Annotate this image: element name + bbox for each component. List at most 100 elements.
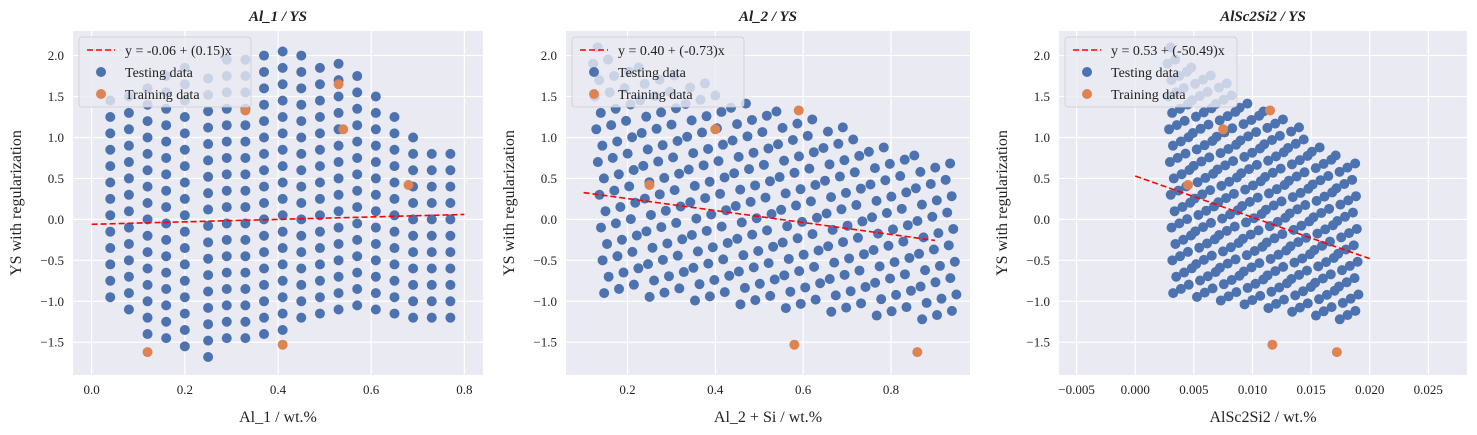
testing-point xyxy=(651,123,662,134)
testing-point xyxy=(370,288,381,299)
testing-point xyxy=(602,238,613,249)
testing-point xyxy=(860,281,871,292)
testing-point xyxy=(259,148,270,159)
testing-point xyxy=(1179,267,1190,278)
testing-point xyxy=(1166,222,1177,233)
y-axis-label: YS with regularization xyxy=(501,130,518,276)
testing-point xyxy=(333,189,344,200)
testing-point xyxy=(203,220,214,231)
testing-point xyxy=(876,294,887,305)
testing-point xyxy=(1348,240,1359,251)
legend-testing-marker xyxy=(96,67,106,77)
testing-point xyxy=(296,181,307,192)
testing-point xyxy=(1175,283,1186,294)
testing-point xyxy=(1318,306,1329,317)
testing-point xyxy=(277,275,288,286)
testing-point xyxy=(240,267,251,278)
legend-fit-label: y = 0.40 + (-0.73)x xyxy=(618,44,725,59)
testing-point xyxy=(1342,162,1353,173)
testing-point xyxy=(203,253,214,264)
testing-point xyxy=(1301,265,1312,276)
testing-point xyxy=(445,279,456,290)
testing-point xyxy=(277,128,288,139)
testing-point xyxy=(934,260,945,271)
testing-point xyxy=(1314,294,1325,305)
testing-point xyxy=(1295,187,1306,198)
testing-point xyxy=(1236,168,1247,179)
testing-point xyxy=(161,136,172,147)
testing-point xyxy=(277,193,288,204)
testing-point xyxy=(333,157,344,168)
testing-point xyxy=(179,308,190,319)
testing-point xyxy=(925,178,936,189)
testing-point xyxy=(221,120,232,131)
testing-point xyxy=(1168,288,1179,299)
testing-point xyxy=(221,202,232,213)
testing-point xyxy=(352,87,363,98)
testing-point xyxy=(333,107,344,118)
testing-point xyxy=(123,206,134,217)
testing-point xyxy=(628,279,639,290)
testing-point xyxy=(1241,217,1251,228)
testing-point xyxy=(795,298,806,309)
legend-testing-marker xyxy=(1082,67,1092,77)
testing-point xyxy=(1244,164,1255,175)
testing-point xyxy=(1239,299,1250,310)
testing-point xyxy=(826,192,837,203)
testing-point xyxy=(1224,176,1235,187)
testing-point xyxy=(840,187,851,198)
testing-point xyxy=(389,161,400,172)
testing-point xyxy=(1267,135,1278,146)
testing-point xyxy=(822,126,833,137)
testing-point xyxy=(596,222,607,233)
testing-point xyxy=(1286,274,1297,285)
testing-point xyxy=(769,274,780,285)
testing-point xyxy=(886,306,897,317)
testing-point xyxy=(1341,277,1352,288)
testing-point xyxy=(735,184,746,195)
data-layer xyxy=(1134,42,1370,358)
testing-point xyxy=(706,209,717,220)
x-tick-label: 0.6 xyxy=(363,382,380,397)
testing-point xyxy=(161,152,172,163)
legend: y = -0.06 + (0.15)x Testing data Training … xyxy=(78,36,252,108)
testing-point xyxy=(1182,214,1193,225)
testing-point xyxy=(296,230,307,241)
testing-point xyxy=(389,275,400,286)
testing-point xyxy=(408,247,419,258)
testing-point xyxy=(1183,279,1194,290)
testing-point xyxy=(105,292,116,303)
testing-point xyxy=(389,292,400,303)
testing-point xyxy=(161,218,172,229)
x-tick-label: 0.010 xyxy=(1238,382,1267,397)
testing-point xyxy=(794,266,805,277)
testing-point xyxy=(1284,208,1295,219)
testing-point xyxy=(1251,127,1262,138)
testing-point xyxy=(1165,189,1176,200)
testing-point xyxy=(1262,270,1273,281)
testing-point xyxy=(142,148,153,159)
testing-point xyxy=(1336,232,1347,243)
testing-point xyxy=(787,135,798,146)
testing-point xyxy=(1331,183,1342,194)
testing-point xyxy=(870,277,881,288)
testing-point xyxy=(240,234,251,245)
testing-point xyxy=(1313,261,1324,272)
testing-point xyxy=(142,296,153,307)
testing-point xyxy=(1221,225,1232,236)
testing-point xyxy=(408,230,419,241)
testing-point xyxy=(657,140,668,151)
testing-point xyxy=(622,148,633,159)
testing-point xyxy=(666,119,677,130)
testing-point xyxy=(691,213,702,224)
x-tick-label: 0.000 xyxy=(1121,382,1150,397)
testing-point xyxy=(352,71,363,82)
testing-point xyxy=(656,107,667,118)
testing-point xyxy=(408,165,419,176)
testing-point xyxy=(1215,295,1226,306)
testing-point xyxy=(783,253,794,264)
testing-point xyxy=(445,312,456,323)
testing-point xyxy=(700,193,711,204)
testing-point xyxy=(314,95,325,106)
testing-point xyxy=(240,169,251,180)
